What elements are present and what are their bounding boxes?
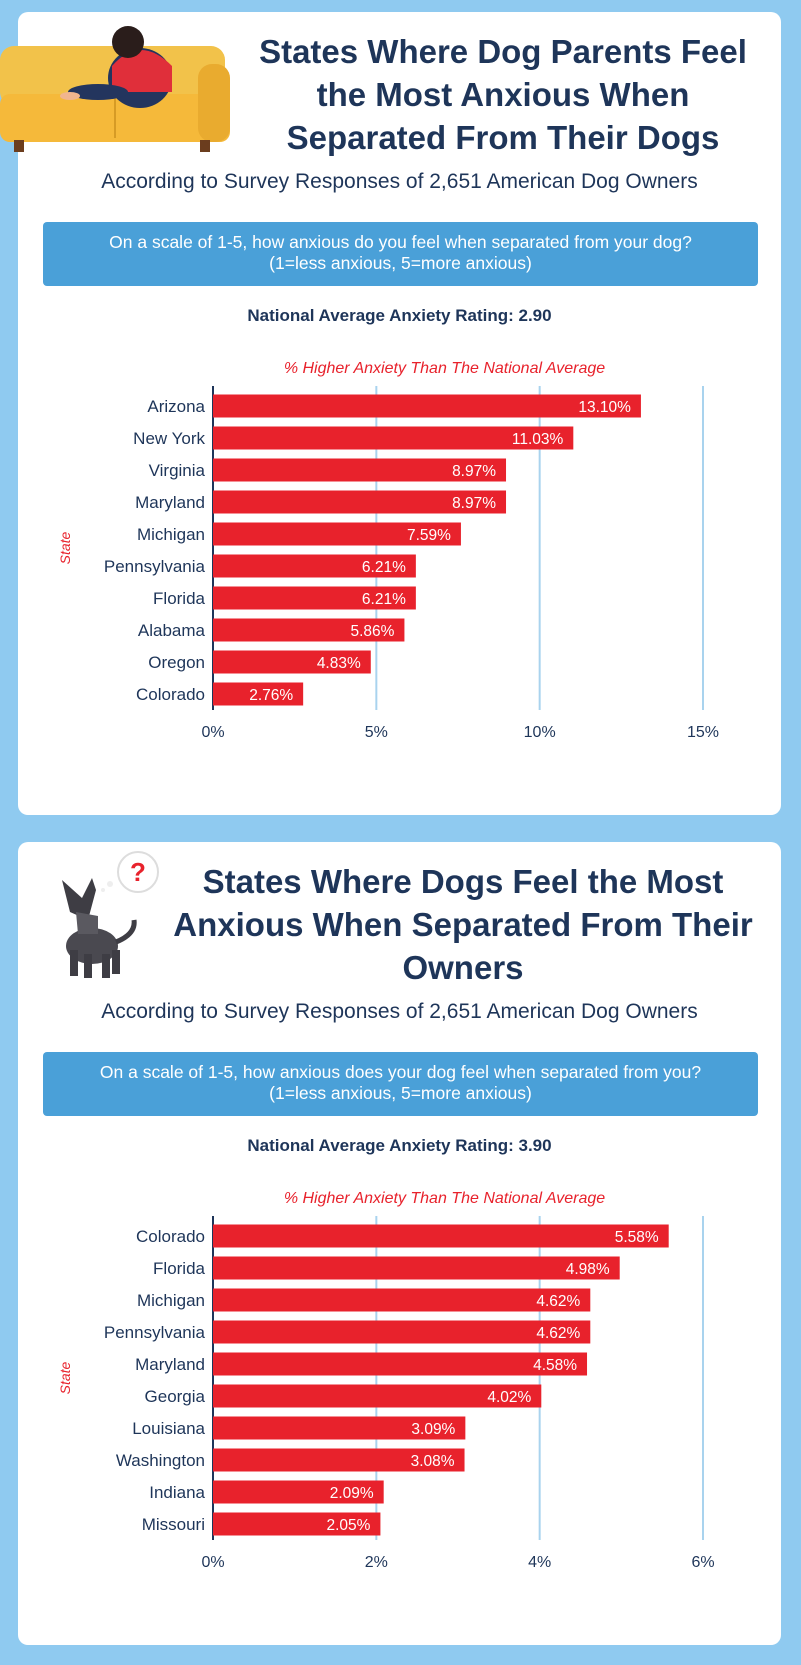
tick-label: 4% — [528, 1554, 551, 1571]
data-label: 4.58% — [533, 1357, 577, 1374]
category-label: Indiana — [149, 1483, 205, 1502]
data-label: 6.21% — [362, 559, 406, 576]
data-label: 4.62% — [536, 1293, 580, 1310]
scale-note: (1=less anxious, 5=more anxious) — [269, 253, 532, 273]
data-label: 5.86% — [350, 623, 394, 640]
data-label: 4.83% — [317, 655, 361, 672]
chart-panel-owners: States Where Dog Parents Feel the Most A… — [0, 12, 781, 815]
category-label: Florida — [153, 589, 206, 608]
data-label: 3.08% — [411, 1453, 455, 1470]
bar — [213, 1256, 620, 1280]
data-label: 4.98% — [566, 1261, 610, 1278]
category-label: Michigan — [137, 525, 205, 544]
bar-chart: Arizona 13.10% New York 11.03% Virginia 8.97%… — [57, 386, 719, 741]
category-label: Michigan — [137, 1291, 205, 1310]
category-label: Arizona — [147, 397, 205, 416]
bar — [213, 1480, 384, 1504]
tick-label: 5% — [365, 724, 388, 741]
chart-caption: % Higher Anxiety Than The National Avera… — [283, 360, 606, 377]
category-label: Pennsylvania — [104, 1323, 206, 1342]
bar — [213, 1288, 591, 1312]
category-label: Florida — [153, 1259, 206, 1278]
tick-label: 6% — [691, 1554, 714, 1571]
category-label: Georgia — [145, 1387, 206, 1406]
y-axis-title: State — [57, 1361, 73, 1394]
tick-label: 0% — [201, 1554, 224, 1571]
chart-title: States Where Dogs Feel the Most Anxious … — [173, 863, 753, 986]
national-average-label: National Average Anxiety Rating: 3.90 — [247, 1136, 552, 1155]
data-label: 5.58% — [615, 1229, 659, 1246]
category-label: Oregon — [148, 653, 205, 672]
bar — [213, 1448, 465, 1472]
survey-question: On a scale of 1-5, how anxious does your… — [99, 1062, 702, 1082]
bar-chart: Colorado 5.58% Florida 4.98% Michigan 4.62% Pe… — [57, 1216, 715, 1571]
bar — [213, 618, 405, 642]
bar — [213, 1512, 381, 1536]
bar — [213, 554, 416, 578]
category-label: Virginia — [149, 461, 206, 480]
bar — [213, 586, 416, 610]
chart-subtitle: According to Survey Responses of 2,651 A… — [101, 170, 698, 193]
bar — [213, 1224, 669, 1248]
category-label: Washington — [116, 1451, 205, 1470]
chart-title: States Where Dog Parents Feel the Most A… — [259, 33, 747, 156]
data-label: 6.21% — [362, 591, 406, 608]
svg-text:?: ? — [130, 857, 146, 887]
bar — [213, 490, 507, 514]
chart-caption: % Higher Anxiety Than The National Avera… — [283, 1190, 606, 1207]
category-label: New York — [133, 429, 205, 448]
tick-label: 15% — [687, 724, 719, 741]
category-label: Colorado — [136, 1227, 205, 1246]
category-label: Colorado — [136, 685, 205, 704]
data-label: 8.97% — [452, 463, 496, 480]
survey-question-box: On a scale of 1-5, how anxious does your… — [43, 1052, 758, 1116]
bar — [213, 1352, 588, 1376]
data-label: 4.02% — [487, 1389, 531, 1406]
bar — [213, 1320, 591, 1344]
chart-panel-dogs: ? States Where Dogs Feel the Most Anxiou… — [18, 842, 781, 1645]
bar — [213, 394, 641, 418]
national-average-label: National Average Anxiety Rating: 2.90 — [247, 306, 552, 325]
scale-note: (1=less anxious, 5=more anxious) — [269, 1083, 532, 1103]
data-label: 4.62% — [536, 1325, 580, 1342]
bar — [213, 650, 371, 674]
data-label: 13.10% — [578, 399, 631, 416]
category-label: Maryland — [135, 493, 205, 512]
bar — [213, 522, 461, 546]
y-axis-title: State — [57, 531, 73, 564]
tick-label: 0% — [201, 724, 224, 741]
tick-label: 10% — [524, 724, 556, 741]
data-label: 7.59% — [407, 527, 451, 544]
chart-subtitle: According to Survey Responses of 2,651 A… — [101, 1000, 698, 1023]
data-label: 11.03% — [512, 431, 564, 448]
survey-question-box: On a scale of 1-5, how anxious do you fe… — [43, 222, 758, 286]
bar — [213, 426, 574, 450]
category-label: Pennsylvania — [104, 557, 206, 576]
category-label: Louisiana — [132, 1419, 205, 1438]
dog-with-question-mark-icon: ? — [62, 851, 159, 978]
survey-question: On a scale of 1-5, how anxious do you fe… — [109, 232, 692, 252]
data-label: 2.05% — [326, 1517, 370, 1534]
bar — [213, 1384, 542, 1408]
person-on-sofa-icon — [0, 26, 230, 152]
data-label: 8.97% — [452, 495, 496, 512]
data-label: 3.09% — [411, 1421, 455, 1438]
bar — [213, 682, 304, 706]
category-label: Alabama — [138, 621, 206, 640]
bar — [213, 1416, 466, 1440]
category-label: Maryland — [135, 1355, 205, 1374]
data-label: 2.09% — [330, 1485, 374, 1502]
bar — [213, 458, 507, 482]
tick-label: 2% — [365, 1554, 388, 1571]
data-label: 2.76% — [249, 687, 293, 704]
category-label: Missouri — [142, 1515, 205, 1534]
